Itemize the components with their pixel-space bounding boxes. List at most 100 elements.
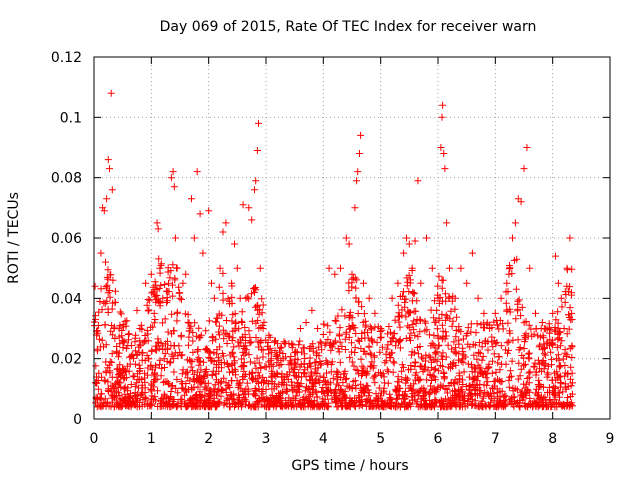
data-point — [550, 391, 558, 399]
data-point — [393, 386, 400, 394]
data-point — [568, 369, 576, 377]
data-point — [185, 327, 193, 335]
data-point — [247, 338, 255, 346]
data-point — [357, 380, 365, 388]
data-point — [265, 331, 273, 339]
data-point — [169, 281, 176, 289]
data-point — [102, 358, 110, 366]
data-point — [543, 373, 551, 381]
data-point — [120, 385, 128, 393]
data-point — [114, 353, 122, 361]
data-point — [130, 373, 138, 381]
data-point — [315, 352, 323, 360]
data-point — [497, 342, 505, 350]
data-point — [105, 385, 112, 393]
data-point — [508, 357, 516, 365]
data-point — [216, 343, 224, 351]
data-point — [484, 346, 492, 354]
data-point — [115, 379, 123, 387]
data-point — [410, 326, 418, 334]
data-point — [239, 390, 247, 398]
data-point — [222, 219, 230, 227]
data-point — [248, 290, 255, 298]
data-point — [352, 330, 360, 337]
data-point — [357, 389, 365, 396]
data-point — [459, 358, 467, 366]
data-point — [168, 310, 176, 318]
axis-ticks: 0 1 2 3 4 5 6 7 8 9 0 0.02 0.04 0.06 0.08 0.1 0.12 — [51, 50, 615, 447]
data-point — [455, 369, 463, 377]
data-point — [173, 309, 181, 317]
data-point — [410, 307, 418, 315]
data-point — [357, 355, 365, 363]
x-tick-label: 2 — [204, 431, 213, 447]
data-point — [488, 338, 496, 346]
data-point — [398, 361, 406, 369]
data-point — [369, 338, 377, 346]
data-point — [132, 398, 140, 406]
data-point — [444, 341, 452, 349]
data-point — [525, 379, 533, 387]
data-point — [223, 330, 231, 338]
data-point — [433, 325, 441, 333]
data-point — [362, 402, 370, 410]
data-point — [309, 380, 317, 388]
data-point — [214, 397, 222, 405]
data-point — [480, 381, 488, 389]
data-point — [223, 340, 231, 347]
data-point — [354, 310, 362, 317]
data-point — [212, 370, 220, 378]
data-point — [458, 376, 466, 384]
data-point — [251, 288, 258, 296]
data-point — [142, 279, 150, 287]
data-point — [164, 328, 172, 336]
data-point — [380, 373, 388, 381]
data-point — [464, 324, 472, 332]
data-point — [373, 339, 381, 347]
data-point — [210, 348, 218, 356]
data-point — [454, 390, 462, 398]
data-point — [268, 349, 276, 357]
data-point — [352, 294, 360, 302]
data-point — [182, 270, 190, 278]
data-point — [473, 355, 481, 363]
data-point — [219, 228, 227, 236]
data-point — [435, 367, 443, 375]
data-point — [360, 310, 368, 318]
data-point — [358, 372, 365, 380]
data-point — [327, 360, 335, 368]
data-point — [131, 383, 139, 391]
data-point — [154, 225, 162, 233]
data-point — [203, 384, 211, 392]
data-point — [182, 402, 190, 410]
data-point — [419, 368, 427, 376]
data-point — [228, 377, 236, 385]
data-point — [191, 402, 199, 409]
data-point — [151, 393, 159, 401]
data-point — [347, 399, 355, 407]
data-point — [189, 348, 197, 356]
data-point — [550, 382, 558, 390]
data-point — [505, 346, 513, 354]
data-point — [154, 387, 161, 395]
data-point — [375, 384, 383, 392]
data-point — [131, 347, 139, 355]
data-point — [222, 385, 230, 393]
data-point — [443, 219, 451, 227]
data-point — [528, 400, 536, 408]
data-point — [436, 398, 443, 406]
x-tick-label: 6 — [434, 431, 443, 447]
data-point — [453, 313, 461, 321]
data-point — [305, 345, 313, 353]
data-point — [288, 378, 295, 386]
data-point — [155, 338, 163, 346]
data-point — [474, 372, 482, 380]
data-point — [502, 299, 510, 307]
data-point — [324, 380, 332, 388]
data-point — [172, 384, 180, 392]
data-point — [126, 360, 134, 368]
data-point — [514, 375, 522, 383]
data-point — [193, 332, 201, 340]
data-point — [388, 338, 396, 346]
data-point — [389, 368, 397, 376]
